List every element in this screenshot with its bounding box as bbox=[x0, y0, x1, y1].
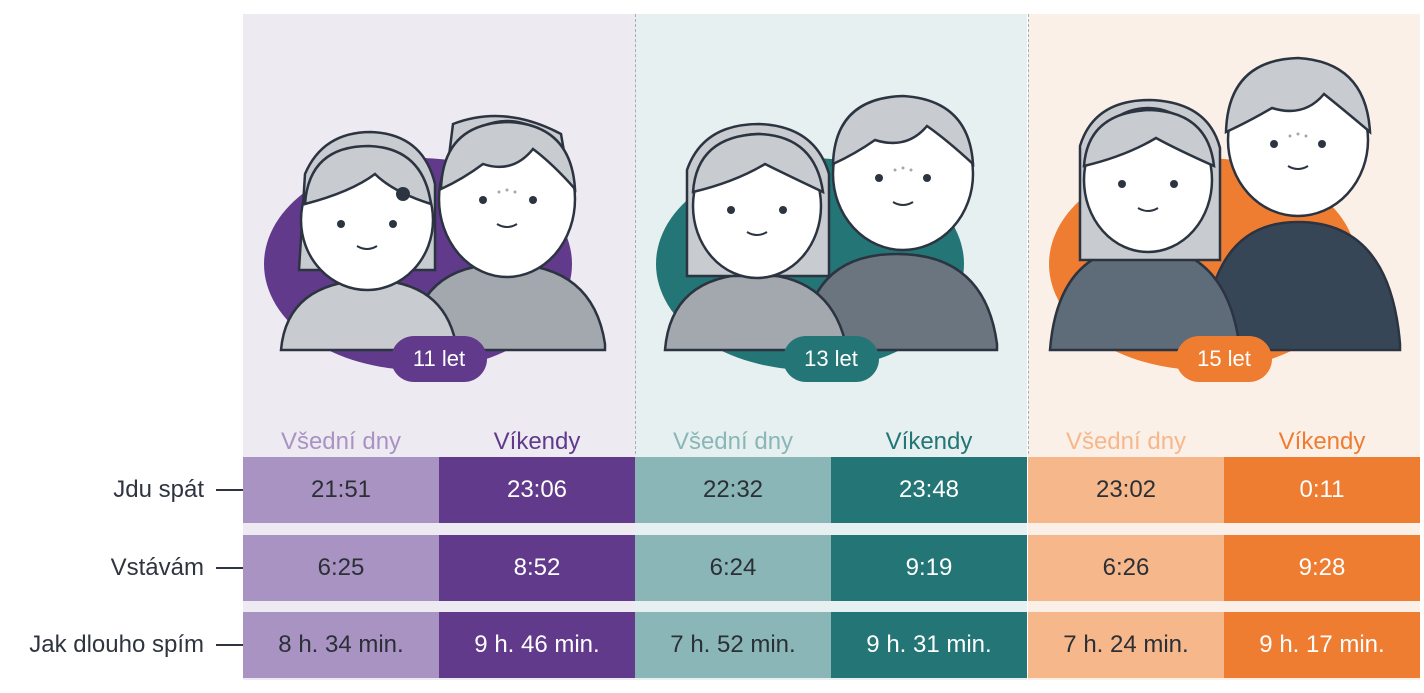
kids-13-illustration bbox=[656, 94, 999, 370]
cell-15-bedtime-weekend: 0:11 bbox=[1224, 457, 1420, 523]
girl-avatar-icon bbox=[663, 122, 849, 352]
cell-13-duration-weekend: 9 h. 31 min. bbox=[831, 612, 1027, 678]
cell-15-duration-weekend: 9 h. 17 min. bbox=[1224, 612, 1420, 678]
column-header-weekday-11: Všední dny bbox=[280, 428, 402, 455]
group-divider bbox=[1028, 14, 1029, 454]
cell-13-bedtime-weekend: 23:48 bbox=[831, 457, 1027, 523]
column-header-weekend-11: Víkendy bbox=[493, 428, 581, 455]
group-divider bbox=[635, 14, 636, 454]
cell-13-bedtime-weekday: 22:32 bbox=[635, 457, 831, 523]
age-badge-13: 13 let bbox=[783, 336, 879, 382]
column-header-weekday-15: Všední dny bbox=[1065, 428, 1187, 455]
boy-avatar-icon bbox=[801, 94, 999, 352]
cell-11-bedtime-weekday: 21:51 bbox=[243, 457, 439, 523]
cell-13-wakeup-weekend: 9:19 bbox=[831, 535, 1027, 601]
cell-11-wakeup-weekend: 8:52 bbox=[439, 535, 635, 601]
kids-15-illustration bbox=[1048, 56, 1402, 370]
kids-11-illustration bbox=[264, 114, 607, 370]
age-badge-11: 11 let bbox=[391, 336, 487, 382]
cell-11-duration-weekday: 8 h. 34 min. bbox=[243, 612, 439, 678]
cell-15-duration-weekday: 7 h. 24 min. bbox=[1028, 612, 1224, 678]
age-group-11: 11 let Všední dny Víkendy bbox=[243, 14, 635, 680]
column-header-weekday-13: Všední dny bbox=[672, 428, 794, 455]
cell-13-wakeup-weekday: 6:24 bbox=[635, 535, 831, 601]
cell-11-bedtime-weekend: 23:06 bbox=[439, 457, 635, 523]
age-badge-15: 15 let bbox=[1176, 336, 1272, 382]
cell-15-bedtime-weekday: 23:02 bbox=[1028, 457, 1224, 523]
row-label-bedtime: Jdu spát bbox=[0, 457, 243, 523]
girl-avatar-icon bbox=[1048, 98, 1242, 352]
cell-15-wakeup-weekday: 6:26 bbox=[1028, 535, 1224, 601]
cell-11-duration-weekend: 9 h. 46 min. bbox=[439, 612, 635, 678]
girl-avatar-icon bbox=[279, 130, 459, 352]
cell-15-wakeup-weekend: 9:28 bbox=[1224, 535, 1420, 601]
row-label-duration: Jak dlouho spím bbox=[0, 612, 243, 678]
boy-avatar-icon bbox=[409, 114, 607, 352]
cell-13-duration-weekday: 7 h. 52 min. bbox=[635, 612, 831, 678]
cell-11-wakeup-weekday: 6:25 bbox=[243, 535, 439, 601]
column-header-weekend-13: Víkendy bbox=[885, 428, 973, 455]
boy-avatar-icon bbox=[1202, 56, 1402, 352]
row-label-wakeup: Vstávám bbox=[0, 535, 243, 601]
column-header-weekend-15: Víkendy bbox=[1278, 428, 1366, 455]
